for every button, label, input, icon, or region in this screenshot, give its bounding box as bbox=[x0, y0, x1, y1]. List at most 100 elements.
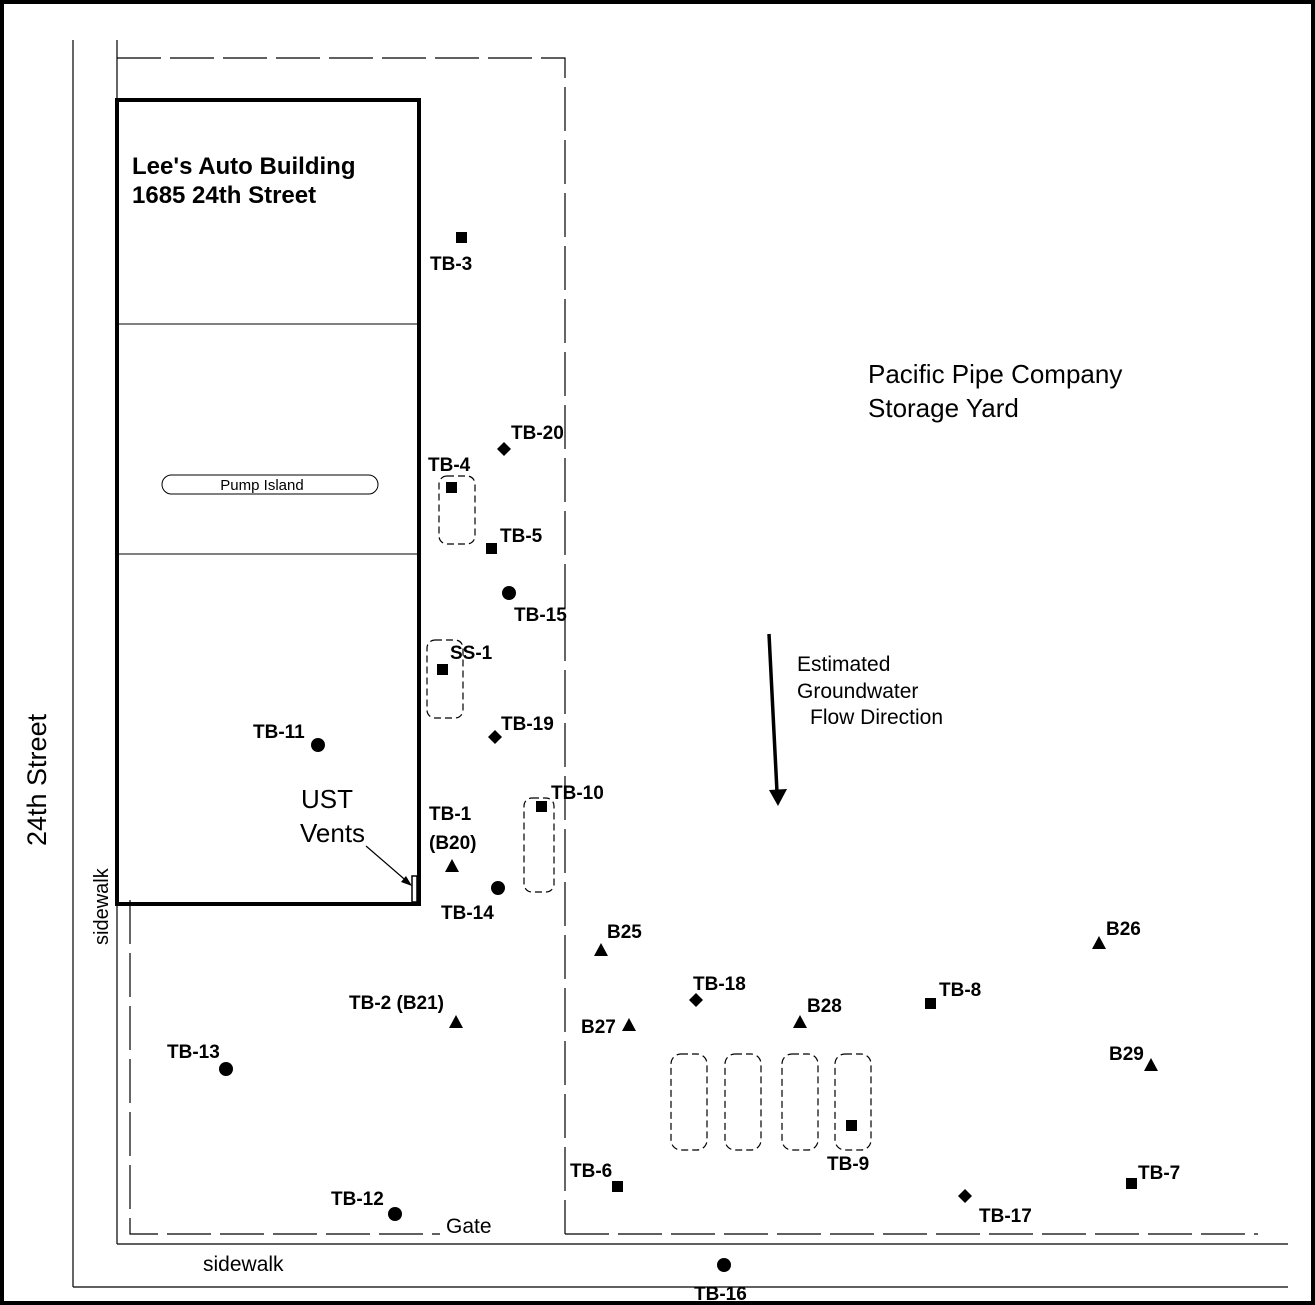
ust-vents-icon bbox=[411, 875, 418, 903]
boring-tb-8: TB-8 bbox=[925, 980, 981, 1009]
boring-label-ss-1: SS-1 bbox=[450, 643, 493, 664]
boring-marker-tb-18 bbox=[689, 993, 703, 1007]
ust-vents-pointer-head bbox=[401, 876, 412, 886]
boring-tb-5: TB-5 bbox=[486, 526, 543, 554]
boring-b29: B29 bbox=[1109, 1044, 1158, 1071]
boring-marker-tb-11 bbox=[311, 738, 325, 752]
sidewalk-south-label: sidewalk bbox=[203, 1253, 284, 1276]
boring-marker-tb-6 bbox=[612, 1181, 623, 1192]
excavation-outline-tb10 bbox=[523, 797, 555, 893]
street-name: 24th Street bbox=[22, 713, 52, 846]
boring-tb-9: TB-9 bbox=[827, 1120, 869, 1175]
boring-marker-tb-15 bbox=[502, 586, 516, 600]
boring-marker-tb-1 bbox=[445, 859, 459, 872]
boring-tb-17: TB-17 bbox=[958, 1189, 1032, 1227]
boring-label-b28: B28 bbox=[807, 996, 842, 1017]
boring-marker-tb-9 bbox=[846, 1120, 857, 1131]
boring-label-tb-17: TB-17 bbox=[979, 1206, 1032, 1227]
groundwater-flow-arrow bbox=[767, 633, 779, 793]
boring-tb-16: TB-16 bbox=[694, 1258, 747, 1305]
boring-marker-b27 bbox=[622, 1018, 636, 1031]
boring-marker-b28 bbox=[793, 1015, 807, 1028]
boring-tb-15: TB-15 bbox=[502, 586, 567, 626]
excavation-outline-ss1 bbox=[426, 639, 464, 719]
boring-tb-20: TB-20 bbox=[497, 423, 564, 456]
boring-label-tb-3: TB-3 bbox=[430, 254, 472, 275]
boring-marker-tb-7 bbox=[1126, 1178, 1137, 1189]
boring-tb-10: TB-10 bbox=[536, 783, 604, 812]
boring-label-tb-2: TB-2 (B21) bbox=[349, 993, 444, 1014]
boring-marker-tb-13 bbox=[219, 1062, 233, 1076]
ust-vents-label-2: Vents bbox=[300, 818, 365, 848]
boring-marker-tb-2 bbox=[449, 1015, 463, 1028]
boring-label-b29: B29 bbox=[1109, 1044, 1144, 1065]
boring-label-tb-20: TB-20 bbox=[511, 423, 564, 444]
pump-island bbox=[161, 474, 379, 495]
boring-tb-3: TB-3 bbox=[430, 232, 472, 275]
building-address: 1685 24th Street bbox=[132, 182, 316, 209]
boring-marker-ss-1 bbox=[437, 664, 448, 675]
storage-yard-label-1: Pacific Pipe Company bbox=[868, 359, 1122, 389]
boring-label-tb-16: TB-16 bbox=[694, 1284, 747, 1305]
boring-marker-tb-17 bbox=[958, 1189, 972, 1203]
boring-label-tb-7: TB-7 bbox=[1138, 1163, 1180, 1184]
boring-marker-tb-20 bbox=[497, 442, 511, 456]
boring-b25: B25 bbox=[594, 922, 642, 956]
sidewalk-west-label: sidewalk bbox=[91, 867, 113, 945]
boring-marker-tb-8 bbox=[925, 998, 936, 1009]
boring-marker-tb-3 bbox=[456, 232, 467, 243]
groundwater-label-3: Flow Direction bbox=[810, 706, 943, 729]
boring-label-tb-8: TB-8 bbox=[939, 980, 981, 1001]
ust-vents-pointer bbox=[365, 845, 411, 885]
boring-label-tb-15: TB-15 bbox=[514, 605, 567, 626]
boring-label-tb-19: TB-19 bbox=[501, 714, 554, 735]
ust-outline-3 bbox=[781, 1053, 819, 1151]
lees-auto-building bbox=[115, 98, 421, 906]
boring-marker-b26 bbox=[1092, 936, 1106, 949]
lees-auto-property-line bbox=[117, 57, 566, 1235]
boring-tb-19: TB-19 bbox=[488, 714, 554, 744]
excavation-outline-tb4 bbox=[438, 475, 476, 545]
boring-label-tb-12: TB-12 bbox=[331, 1189, 384, 1210]
boring-b28: B28 bbox=[793, 996, 842, 1028]
boring-marker-tb-4 bbox=[446, 482, 457, 493]
boring-tb-14: TB-14 bbox=[441, 881, 505, 924]
groundwater-label-1: Estimated bbox=[797, 653, 890, 676]
boring-label-b26: B26 bbox=[1106, 919, 1141, 940]
ust-outline-1 bbox=[670, 1053, 708, 1151]
boring-tb-2: TB-2 (B21) bbox=[349, 993, 463, 1028]
boring-label-tb-9: TB-9 bbox=[827, 1154, 869, 1175]
boring-tb-7: TB-7 bbox=[1126, 1163, 1180, 1189]
boring-label-tb-13: TB-13 bbox=[167, 1042, 220, 1063]
groundwater-label-2: Groundwater bbox=[797, 680, 918, 703]
pump-island-label: Pump Island bbox=[220, 477, 303, 494]
boring-marker-tb-14 bbox=[491, 881, 505, 895]
boring-marker-b25 bbox=[594, 943, 608, 956]
boring-label-tb-18: TB-18 bbox=[693, 974, 746, 995]
boring-tb-12: TB-12 bbox=[331, 1189, 402, 1221]
ust-outline-4 bbox=[834, 1053, 872, 1151]
boring-tb-18: TB-18 bbox=[689, 974, 746, 1007]
boring-ss-1: SS-1 bbox=[437, 643, 493, 675]
boring-tb-6: TB-6 bbox=[570, 1161, 623, 1192]
ust-outline-2 bbox=[724, 1053, 762, 1151]
boring-tb-1: TB-1 (B20) bbox=[429, 804, 477, 872]
boring-label-b27: B27 bbox=[581, 1017, 616, 1038]
boring-label-tb-10: TB-10 bbox=[551, 783, 604, 804]
building-name: Lee's Auto Building bbox=[132, 153, 355, 180]
boring-tb-11: TB-11 bbox=[253, 722, 325, 752]
boring-label-tb-11: TB-11 bbox=[253, 722, 305, 743]
boring-marker-b29 bbox=[1144, 1058, 1158, 1071]
boring-label-tb-4: TB-4 bbox=[428, 455, 471, 476]
boring-label-tb-6: TB-6 bbox=[570, 1161, 612, 1182]
boring-tb-4: TB-4 bbox=[428, 455, 471, 493]
boring-marker-tb-5 bbox=[486, 543, 497, 554]
boring-marker-tb-19 bbox=[488, 730, 502, 744]
boring-label-tb-14: TB-14 bbox=[441, 903, 494, 924]
ust-vents-label-1: UST bbox=[301, 784, 353, 814]
boring-marker-tb-16 bbox=[717, 1258, 731, 1272]
boring-label-tb-1: TB-1 bbox=[429, 804, 472, 825]
storage-yard-label-2: Storage Yard bbox=[868, 393, 1019, 423]
